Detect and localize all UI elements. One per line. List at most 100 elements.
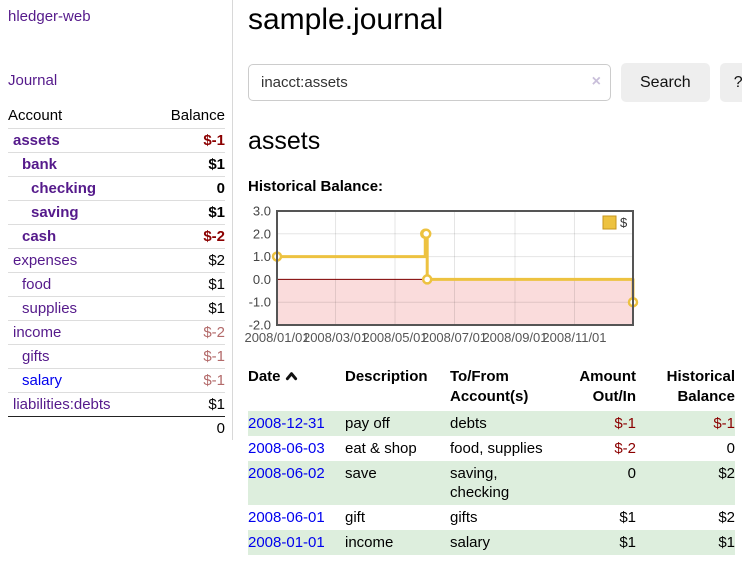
transaction-amount: $1 xyxy=(619,534,636,551)
account-row: assets $-1 xyxy=(8,127,225,152)
transaction-date-link[interactable]: 2008-06-02 xyxy=(248,465,325,482)
register-table: Date Description To/From Account(s) Amou… xyxy=(248,365,735,555)
total-row: 0 xyxy=(8,415,225,440)
to-from-column-header: To/From Account(s) xyxy=(450,368,529,405)
transaction-amount: 0 xyxy=(627,465,636,482)
account-balance: $1 xyxy=(149,391,225,416)
svg-text:2008/11/01: 2008/11/01 xyxy=(542,330,606,345)
svg-text:2.0: 2.0 xyxy=(253,226,271,241)
help-button[interactable]: ? xyxy=(719,63,742,102)
account-link-saving[interactable]: saving xyxy=(31,203,79,221)
svg-text:2008/07/01: 2008/07/01 xyxy=(422,330,487,345)
svg-text:-1.0: -1.0 xyxy=(249,295,271,310)
account-row: gifts $-1 xyxy=(8,343,225,368)
svg-text:3.0: 3.0 xyxy=(253,204,271,219)
account-row: cash $-2 xyxy=(8,223,225,248)
brand-link[interactable]: hledger-web xyxy=(8,8,91,25)
search-button[interactable]: Search xyxy=(621,63,710,102)
account-row: supplies $1 xyxy=(8,295,225,320)
register-row: 2008-01-01 income salary $1 $1 xyxy=(248,530,735,555)
transaction-balance: $2 xyxy=(718,509,735,526)
page-title: sample.journal xyxy=(248,3,444,36)
transaction-amount: $-2 xyxy=(614,440,636,457)
account-balance: 0 xyxy=(149,175,225,200)
search-input[interactable] xyxy=(248,64,611,101)
register-header-row: Date Description To/From Account(s) Amou… xyxy=(248,365,735,411)
chart-title: Historical Balance: xyxy=(248,178,384,195)
date-column-header[interactable]: Date xyxy=(248,365,345,411)
account-balance: $2 xyxy=(149,247,225,272)
svg-text:2008/05/01: 2008/05/01 xyxy=(362,330,427,345)
transaction-description: pay off xyxy=(345,415,390,432)
account-row: income $-2 xyxy=(8,319,225,344)
account-column-header: Account xyxy=(8,107,63,125)
transaction-balance: 0 xyxy=(726,440,735,457)
historical-balance-chart[interactable]: $3.0 2.0 1.0 0.0 -1.0 -2.0 2008/01/01 2008/03/0… xyxy=(244,204,742,349)
transaction-balance: $2 xyxy=(718,465,735,482)
account-balance: $-1 xyxy=(149,127,225,152)
account-row: salary $-1 xyxy=(8,367,225,392)
transaction-date-link[interactable]: 2008-12-31 xyxy=(248,415,325,432)
transaction-description: save xyxy=(345,465,377,482)
description-column-header: Description xyxy=(345,368,428,385)
sort-asc-icon xyxy=(285,367,298,387)
account-balance: $-2 xyxy=(149,223,225,248)
transaction-description: income xyxy=(345,534,394,551)
transaction-description: gift xyxy=(345,509,366,526)
svg-text:2008/03/01: 2008/03/01 xyxy=(303,330,368,345)
transaction-date-link[interactable]: 2008-06-03 xyxy=(248,440,325,457)
transaction-balance: $-1 xyxy=(713,415,735,432)
search-form: × Search ? xyxy=(248,63,742,102)
transaction-amount: $-1 xyxy=(614,415,636,432)
account-link-gifts[interactable]: gifts xyxy=(22,347,50,365)
transaction-accounts: debts xyxy=(450,415,487,432)
account-link-salary[interactable]: salary xyxy=(22,371,63,389)
account-link-expenses[interactable]: expenses xyxy=(13,251,78,269)
account-link-assets[interactable]: assets xyxy=(13,131,60,149)
account-balance: $1 xyxy=(149,199,225,224)
account-row: bank $1 xyxy=(8,151,225,176)
account-balance: $-1 xyxy=(149,343,225,368)
clear-search-icon[interactable]: × xyxy=(591,73,601,90)
transaction-date-link[interactable]: 2008-06-01 xyxy=(248,509,325,526)
sidebar: hledger-web Journal Account Balance asse… xyxy=(0,0,233,440)
account-link-cash[interactable]: cash xyxy=(22,227,57,245)
register-row: 2008-06-02 save saving, checking 0 $2 xyxy=(248,461,735,505)
sidebar-item-journal[interactable]: Journal xyxy=(8,72,58,89)
transaction-accounts: gifts xyxy=(450,509,478,526)
transaction-balance: $1 xyxy=(718,534,735,551)
main-content: sample.journal × Search ? assets Histori… xyxy=(233,0,742,555)
account-balance: $-1 xyxy=(149,367,225,392)
account-link-supplies[interactable]: supplies xyxy=(22,299,78,317)
transaction-accounts: food, supplies xyxy=(450,440,543,457)
account-row: liabilities:debts $1 xyxy=(8,391,225,416)
svg-text:2008/01/01: 2008/01/01 xyxy=(244,330,309,345)
balance-column-header: Balance xyxy=(170,107,225,125)
svg-text:-2.0: -2.0 xyxy=(249,318,271,333)
account-balance: $1 xyxy=(149,271,225,296)
svg-text:$: $ xyxy=(620,215,628,230)
account-link-checking[interactable]: checking xyxy=(31,179,97,197)
svg-text:2008/09/01: 2008/09/01 xyxy=(482,330,547,345)
amount-column-header: Amount Out/In xyxy=(579,368,636,405)
register-row: 2008-06-03 eat & shop food, supplies $-2… xyxy=(248,436,735,461)
transaction-date-link[interactable]: 2008-01-01 xyxy=(248,534,325,551)
account-link-food[interactable]: food xyxy=(22,275,52,293)
transaction-accounts: saving, checking xyxy=(450,465,510,501)
transaction-description: eat & shop xyxy=(345,440,417,457)
svg-text:1.0: 1.0 xyxy=(253,249,271,264)
chart-canvas[interactable]: $3.0 2.0 1.0 0.0 -1.0 -2.02008/01/012008/03/0… xyxy=(244,204,640,349)
account-link-liabilities-debts[interactable]: liabilities:debts xyxy=(13,395,111,413)
register-row: 2008-12-31 pay off debts $-1 $-1 xyxy=(248,411,735,436)
account-balance: $-2 xyxy=(149,319,225,344)
page: hledger-web Journal Account Balance asse… xyxy=(0,0,742,555)
transaction-accounts: salary xyxy=(450,534,491,551)
account-balance: $1 xyxy=(149,151,225,176)
account-link-income[interactable]: income xyxy=(13,323,62,341)
account-balance-table: Account Balance assets $-1 bank $1 check… xyxy=(8,104,225,440)
account-row: expenses $2 xyxy=(8,247,225,272)
account-link-bank[interactable]: bank xyxy=(22,155,58,173)
total-balance: 0 xyxy=(149,415,225,440)
account-balance: $1 xyxy=(149,295,225,320)
svg-text:0.0: 0.0 xyxy=(253,272,271,287)
